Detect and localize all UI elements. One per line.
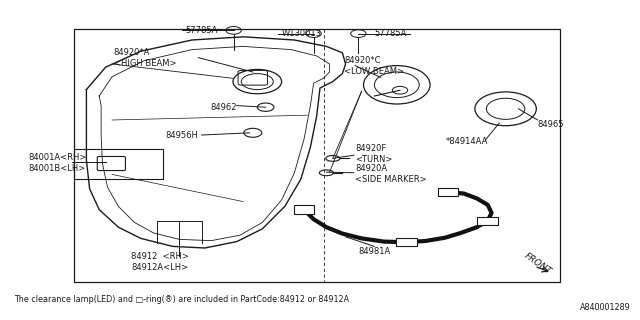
- Text: 84920F
<TURN>: 84920F <TURN>: [355, 144, 392, 164]
- FancyBboxPatch shape: [294, 205, 314, 214]
- Text: 57785A: 57785A: [374, 29, 406, 38]
- Text: A840001289: A840001289: [580, 303, 630, 312]
- Text: 84001A<RH>
84001B<LH>: 84001A<RH> 84001B<LH>: [29, 153, 87, 173]
- FancyBboxPatch shape: [477, 217, 498, 225]
- FancyBboxPatch shape: [438, 188, 458, 196]
- Text: W130013: W130013: [282, 29, 322, 38]
- Text: 84920*A
<HIGH BEAM>: 84920*A <HIGH BEAM>: [113, 48, 176, 68]
- Text: 84956H: 84956H: [166, 132, 198, 140]
- Text: FRONT: FRONT: [522, 252, 553, 276]
- Text: 84920A
<SIDE MARKER>: 84920A <SIDE MARKER>: [355, 164, 427, 184]
- Text: 84981A: 84981A: [358, 247, 390, 256]
- Text: 84962: 84962: [211, 103, 237, 112]
- Text: 84920*C
<LOW BEAM>: 84920*C <LOW BEAM>: [344, 56, 404, 76]
- Text: The clearance lamp(LED) and □-ring(®) are included in PartCode:84912 or 84912A: The clearance lamp(LED) and □-ring(®) ar…: [14, 295, 349, 304]
- Text: 84965: 84965: [538, 120, 564, 129]
- Text: 57785A: 57785A: [186, 26, 218, 35]
- Text: *84914AA: *84914AA: [445, 137, 488, 146]
- FancyBboxPatch shape: [396, 238, 417, 246]
- Text: 84912  <RH>
84912A<LH>: 84912 <RH> 84912A<LH>: [131, 252, 189, 272]
